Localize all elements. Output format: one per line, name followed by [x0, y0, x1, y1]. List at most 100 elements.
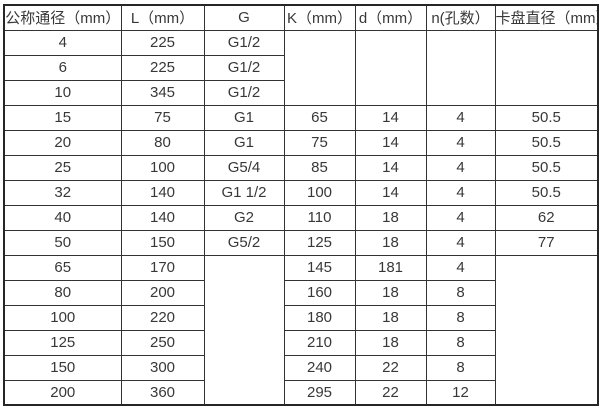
- cell-dn: 20: [3, 129, 122, 156]
- cell-chuck: 50.5: [494, 154, 599, 181]
- cell-l: 345: [120, 79, 205, 106]
- cell-dn: 80: [3, 279, 122, 306]
- table-row: 200 360 295 22 12: [3, 379, 598, 406]
- cell-l: 140: [120, 179, 205, 206]
- table-row: 80 200 160 18 8: [3, 279, 598, 306]
- cell-d: 18: [354, 204, 427, 231]
- merged-empty-cell-g: [203, 254, 285, 406]
- column-header-nominal-diameter: 公称通径（mm）: [3, 4, 122, 31]
- cell-n: 4: [425, 104, 496, 131]
- table-row: 15 75 G1 65 14 4 50.5: [3, 104, 599, 131]
- cell-k: 65: [283, 104, 356, 131]
- cell-l: 225: [120, 29, 205, 56]
- cell-k: 75: [283, 129, 356, 156]
- merged-empty-cell-d: [354, 29, 427, 106]
- cell-n: 8: [425, 329, 496, 356]
- cell-g: G5/2: [203, 229, 285, 256]
- cell-l: 300: [120, 354, 205, 381]
- column-header-g: G: [203, 4, 285, 31]
- cell-n: 4: [425, 204, 496, 231]
- merged-empty-cell-chuck: [494, 29, 599, 106]
- cell-d: 14: [354, 104, 427, 131]
- cell-l: 140: [120, 204, 205, 231]
- cell-dn: 200: [3, 379, 122, 406]
- cell-g: G1/2: [203, 29, 285, 56]
- cell-g: G2: [203, 204, 285, 231]
- cell-d: 14: [354, 179, 427, 206]
- cell-chuck: 77: [494, 229, 599, 256]
- cell-chuck: 62: [494, 204, 599, 231]
- cell-l: 100: [120, 154, 205, 181]
- cell-l: 150: [120, 229, 205, 256]
- cell-k: 85: [283, 154, 356, 181]
- cell-g: G1: [203, 129, 285, 156]
- merged-empty-cell-n: [425, 29, 496, 106]
- column-header-hole-count: n(孔数）: [425, 4, 496, 31]
- cell-d: 18: [354, 304, 427, 331]
- table-row: 65 170 145 181 4: [3, 254, 599, 406]
- cell-n: 4: [425, 179, 496, 206]
- cell-dn: 6: [3, 54, 122, 81]
- column-header-chuck-diameter: 卡盘直径（mm）: [494, 4, 599, 31]
- cell-dn: 150: [3, 354, 122, 381]
- cell-k: 180: [283, 304, 356, 331]
- table-row: 40 140 G2 110 18 4 62: [3, 204, 599, 231]
- cell-d: 18: [354, 329, 427, 356]
- cell-chuck: 50.5: [494, 129, 599, 156]
- table-row: 20 80 G1 75 14 4 50.5: [3, 129, 599, 156]
- cell-k: 125: [283, 229, 356, 256]
- cell-n: 8: [425, 304, 496, 331]
- cell-chuck: 50.5: [494, 104, 599, 131]
- cell-l: 220: [120, 304, 205, 331]
- table-row: 125 250 210 18 8: [3, 329, 598, 356]
- header-row: 公称通径（mm） L（mm） G K（mm） d（mm） n(孔数） 卡盘直径（…: [3, 4, 599, 31]
- cell-d: 14: [354, 129, 427, 156]
- cell-k: 240: [283, 354, 356, 381]
- cell-n: 8: [425, 354, 496, 381]
- cell-dn: 125: [3, 329, 122, 356]
- dimension-spec-table: 公称通径（mm） L（mm） G K（mm） d（mm） n(孔数） 卡盘直径（…: [3, 4, 599, 406]
- cell-d: 22: [354, 354, 427, 381]
- table-row: 6 225 G1/2: [3, 54, 598, 81]
- cell-k: 210: [283, 329, 356, 356]
- cell-d: 18: [354, 279, 427, 306]
- cell-k: 145: [283, 254, 356, 281]
- cell-d: 14: [354, 154, 427, 181]
- cell-k: 110: [283, 204, 356, 231]
- table-row: 150 300 240 22 8: [3, 354, 598, 381]
- cell-l: 225: [120, 54, 205, 81]
- cell-d: 181: [354, 254, 427, 281]
- cell-dn: 50: [3, 229, 122, 256]
- cell-dn: 10: [3, 79, 122, 106]
- cell-g: G1/2: [203, 54, 285, 81]
- cell-l: 360: [120, 379, 205, 406]
- cell-dn: 32: [3, 179, 122, 206]
- cell-dn: 100: [3, 304, 122, 331]
- cell-g: G5/4: [203, 154, 285, 181]
- cell-n: 8: [425, 279, 496, 306]
- cell-g: G1/2: [203, 79, 285, 106]
- column-header-l: L（mm）: [120, 4, 205, 31]
- cell-k: 160: [283, 279, 356, 306]
- cell-dn: 4: [3, 29, 122, 56]
- cell-dn: 15: [3, 104, 122, 131]
- cell-n: 4: [425, 229, 496, 256]
- cell-l: 75: [120, 104, 205, 131]
- cell-n: 4: [425, 254, 496, 281]
- cell-l: 170: [120, 254, 205, 281]
- cell-n: 12: [425, 379, 496, 406]
- cell-g: G1 1/2: [203, 179, 285, 206]
- table-row: 32 140 G1 1/2 100 14 4 50.5: [3, 179, 599, 206]
- cell-n: 4: [425, 154, 496, 181]
- table-row: 4 225 G1/2: [3, 29, 599, 106]
- cell-l: 200: [120, 279, 205, 306]
- column-header-k: K（mm）: [283, 4, 356, 31]
- cell-k: 100: [283, 179, 356, 206]
- cell-d: 18: [354, 229, 427, 256]
- merged-empty-cell-k: [283, 29, 356, 106]
- merged-empty-cell-chuck: [494, 254, 599, 406]
- table-row: 50 150 G5/2 125 18 4 77: [3, 229, 599, 256]
- cell-g: G1: [203, 104, 285, 131]
- cell-k: 295: [283, 379, 356, 406]
